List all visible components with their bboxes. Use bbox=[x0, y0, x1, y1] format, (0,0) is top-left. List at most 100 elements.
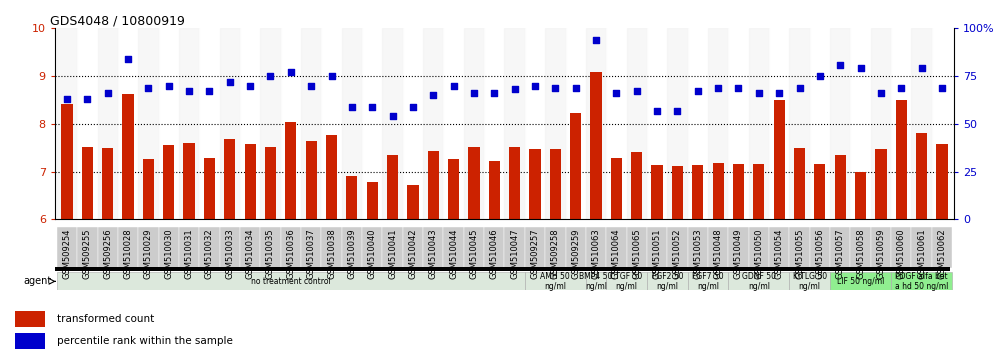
Bar bbox=[179, 227, 199, 268]
Text: GDS4048 / 10800919: GDS4048 / 10800919 bbox=[50, 14, 185, 27]
Text: GSM510045: GSM510045 bbox=[469, 228, 478, 279]
Bar bbox=[505, 28, 525, 219]
Bar bbox=[224, 139, 235, 219]
Bar bbox=[204, 158, 215, 219]
Bar bbox=[118, 227, 138, 268]
Bar bbox=[123, 94, 133, 219]
Bar bbox=[815, 164, 826, 219]
Text: CTGF 50
ng/ml: CTGF 50 ng/ml bbox=[611, 272, 642, 291]
Bar bbox=[285, 122, 297, 219]
Bar bbox=[402, 28, 423, 219]
Bar bbox=[525, 227, 545, 268]
Point bbox=[405, 104, 421, 109]
Text: GSM510060: GSM510060 bbox=[896, 228, 905, 279]
Bar bbox=[891, 28, 911, 219]
Bar bbox=[611, 158, 622, 219]
Bar bbox=[871, 227, 891, 268]
Bar bbox=[712, 163, 724, 219]
Text: GSM510035: GSM510035 bbox=[266, 228, 275, 279]
Point bbox=[365, 104, 380, 109]
Bar bbox=[464, 28, 484, 219]
Point bbox=[222, 79, 238, 85]
Point bbox=[934, 85, 950, 90]
Bar bbox=[509, 147, 520, 219]
Bar bbox=[769, 227, 790, 268]
Bar bbox=[138, 227, 158, 268]
Bar bbox=[57, 227, 77, 268]
Bar bbox=[728, 28, 749, 219]
Bar bbox=[692, 165, 703, 219]
Bar bbox=[362, 227, 382, 268]
Bar bbox=[15, 333, 45, 349]
Bar bbox=[769, 28, 790, 219]
Bar bbox=[647, 227, 667, 268]
Bar bbox=[163, 145, 174, 219]
Text: GSM510058: GSM510058 bbox=[857, 228, 866, 279]
Bar bbox=[651, 165, 662, 219]
Point bbox=[384, 113, 400, 119]
Bar bbox=[464, 227, 484, 268]
Bar bbox=[875, 149, 886, 219]
Text: GSM510056: GSM510056 bbox=[816, 228, 825, 279]
Text: GSM510029: GSM510029 bbox=[143, 228, 152, 279]
Text: GSM510038: GSM510038 bbox=[327, 228, 336, 279]
Bar bbox=[98, 28, 118, 219]
Bar bbox=[82, 147, 93, 219]
Bar bbox=[891, 227, 911, 268]
Point bbox=[283, 69, 299, 75]
Point bbox=[344, 104, 360, 109]
Bar bbox=[626, 28, 647, 219]
Bar bbox=[626, 227, 647, 268]
Text: GSM509256: GSM509256 bbox=[104, 228, 113, 279]
Bar bbox=[932, 227, 952, 268]
Text: GSM510063: GSM510063 bbox=[592, 228, 601, 279]
Bar bbox=[443, 227, 464, 268]
Text: GSM510048: GSM510048 bbox=[713, 228, 723, 279]
Bar bbox=[505, 227, 525, 268]
Text: GSM510030: GSM510030 bbox=[164, 228, 173, 279]
Text: FGF2 50
ng/ml: FGF2 50 ng/ml bbox=[651, 272, 683, 291]
Bar bbox=[102, 148, 114, 219]
Bar bbox=[57, 273, 525, 290]
Point bbox=[486, 91, 502, 96]
Bar bbox=[586, 28, 607, 219]
Point bbox=[649, 108, 665, 113]
Point bbox=[324, 73, 340, 79]
Text: GSM510047: GSM510047 bbox=[510, 228, 519, 279]
Bar bbox=[672, 166, 683, 219]
Text: GSM510043: GSM510043 bbox=[428, 228, 438, 279]
Bar bbox=[753, 164, 764, 219]
Point bbox=[548, 85, 564, 90]
Bar bbox=[525, 28, 545, 219]
Bar bbox=[830, 28, 851, 219]
Bar bbox=[179, 28, 199, 219]
Text: GSM510050: GSM510050 bbox=[754, 228, 763, 279]
Text: GSM510052: GSM510052 bbox=[673, 228, 682, 279]
Text: GSM510057: GSM510057 bbox=[836, 228, 845, 279]
Bar bbox=[240, 28, 260, 219]
Text: GSM510039: GSM510039 bbox=[348, 228, 357, 279]
Bar bbox=[936, 144, 947, 219]
Bar bbox=[835, 155, 846, 219]
Text: percentile rank within the sample: percentile rank within the sample bbox=[58, 336, 233, 346]
Bar bbox=[566, 28, 586, 219]
Bar bbox=[891, 273, 952, 290]
Bar bbox=[367, 182, 377, 219]
Bar bbox=[301, 227, 322, 268]
Point bbox=[201, 88, 217, 94]
Bar bbox=[708, 227, 728, 268]
Point bbox=[445, 83, 461, 88]
Bar bbox=[687, 28, 708, 219]
Bar bbox=[55, 267, 950, 271]
Bar bbox=[260, 227, 281, 268]
Bar bbox=[830, 273, 891, 290]
Bar bbox=[347, 176, 358, 219]
Bar bbox=[77, 28, 98, 219]
Point bbox=[771, 91, 787, 96]
Point bbox=[160, 83, 176, 88]
Point bbox=[628, 88, 644, 94]
Point bbox=[140, 85, 156, 90]
Bar bbox=[468, 147, 479, 219]
Text: GSM510031: GSM510031 bbox=[184, 228, 193, 279]
Point bbox=[853, 65, 869, 71]
